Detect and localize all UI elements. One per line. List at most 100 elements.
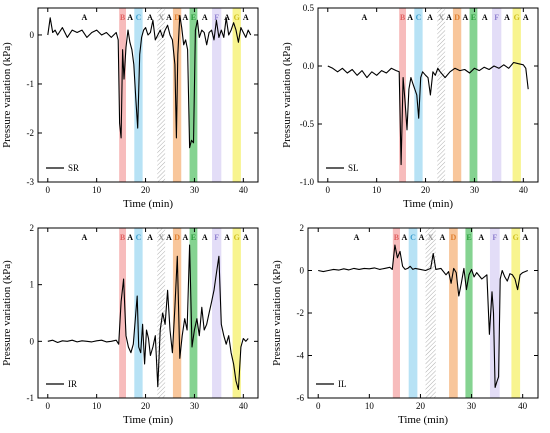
band-letter: F: [214, 233, 219, 242]
y-tick-label: -1: [27, 393, 35, 403]
band-letter: A: [427, 13, 433, 22]
series-line: [47, 14, 252, 149]
band-letter: D: [174, 13, 180, 22]
band-letter: E: [471, 13, 476, 22]
x-tick-label: 20: [416, 401, 426, 411]
band-letter: A: [147, 13, 153, 22]
x-tick-label: 10: [365, 401, 375, 411]
band-letter: D: [454, 13, 460, 22]
band-b: [119, 8, 126, 182]
x-tick-label: 20: [421, 185, 431, 195]
x-axis-title: Time (min): [398, 414, 448, 426]
band-letter: G: [234, 233, 240, 242]
y-tick-label: -6: [297, 393, 305, 403]
band-letter: A: [362, 13, 368, 22]
band-f: [212, 8, 222, 182]
y-tick-label: 0.0: [303, 61, 315, 71]
x-tick-label: 0: [46, 185, 51, 195]
band-letter: B: [394, 233, 400, 242]
band-letter: X: [158, 13, 164, 22]
legend-label: SR: [68, 163, 79, 173]
plot-frame: [307, 227, 539, 399]
band-f: [212, 228, 222, 398]
y-tick-label: -1: [27, 79, 35, 89]
x-tick-label: 30: [190, 401, 200, 411]
y-tick-label: 2: [30, 223, 35, 233]
y-axis-title: Pressure variation (kPa): [1, 260, 13, 366]
band-b: [392, 228, 400, 398]
band-letter: C: [416, 13, 422, 22]
band-letter: X: [428, 233, 434, 242]
band-c: [134, 228, 143, 398]
band-letter: A: [82, 233, 88, 242]
legend-label: IL: [338, 379, 347, 389]
x-tick-label: 20: [141, 401, 151, 411]
band-letter: B: [120, 13, 126, 22]
band-e: [189, 228, 198, 398]
x-tick-label: 40: [518, 401, 528, 411]
band-letter: A: [482, 13, 488, 22]
x-tick-label: 10: [92, 185, 102, 195]
y-tick-label: 1: [30, 280, 35, 290]
x-tick-label: 0: [46, 401, 51, 411]
band-letter: D: [451, 233, 457, 242]
band-letter: A: [401, 233, 407, 242]
band-letter: A: [147, 233, 153, 242]
plot-frame: [37, 7, 259, 183]
x-tick-label: 30: [467, 401, 477, 411]
band-f: [492, 8, 502, 182]
band-letter: A: [503, 233, 509, 242]
band-letter: A: [522, 233, 528, 242]
x-tick-label: 10: [92, 401, 102, 411]
x-tick-label: 40: [239, 401, 249, 411]
band-letter: C: [136, 13, 142, 22]
y-tick-label: 2: [300, 223, 305, 233]
band-letter: F: [494, 13, 499, 22]
band-letter: A: [523, 13, 529, 22]
x-tick-label: 10: [372, 185, 382, 195]
y-axis-title: Pressure variation (kPa): [281, 42, 293, 148]
band-letter: E: [191, 13, 196, 22]
band-letter: E: [466, 233, 471, 242]
band-letter: X: [438, 13, 444, 22]
band-letter: A: [202, 233, 208, 242]
band-g: [232, 228, 241, 398]
band-e: [189, 8, 198, 182]
legend-label: SL: [348, 163, 359, 173]
y-tick-label: -0.5: [300, 119, 315, 129]
band-e: [465, 228, 473, 398]
band-letter: A: [419, 233, 425, 242]
band-letter: A: [243, 13, 249, 22]
band-b: [119, 228, 126, 398]
x-axis-title: Time (min): [123, 198, 173, 210]
band-letter: A: [446, 13, 452, 22]
y-tick-label: -4: [297, 351, 305, 361]
band-x: [437, 8, 446, 182]
band-g: [232, 8, 241, 182]
legend-label: IR: [68, 379, 77, 389]
band-letter: F: [214, 13, 219, 22]
band-letter: A: [243, 233, 249, 242]
y-tick-label: 0: [300, 266, 305, 276]
band-letter: G: [513, 233, 519, 242]
band-x: [157, 228, 166, 398]
x-tick-label: 0: [316, 401, 321, 411]
band-letter: F: [492, 233, 497, 242]
series-line: [318, 244, 529, 388]
y-tick-label: -1.0: [300, 177, 315, 187]
band-letter: B: [120, 233, 126, 242]
band-x: [425, 228, 436, 398]
band-letter: G: [234, 13, 240, 22]
y-tick-label: 0: [30, 336, 35, 346]
y-tick-label: -3: [27, 177, 35, 187]
band-letter: B: [400, 13, 406, 22]
y-axis-title: Pressure variation (kPa): [271, 260, 283, 366]
band-letter: A: [127, 13, 133, 22]
band-letter: A: [183, 13, 189, 22]
band-letter: A: [224, 13, 230, 22]
